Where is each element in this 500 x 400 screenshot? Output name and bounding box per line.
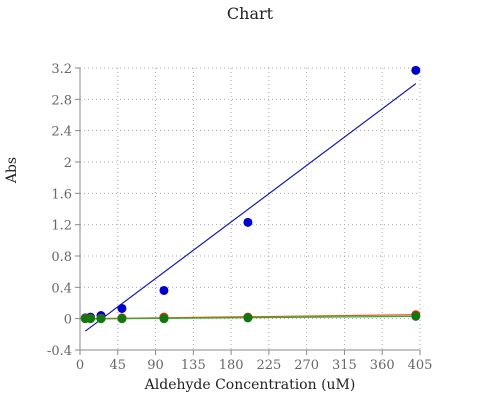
- x-tick-label: 270: [294, 358, 319, 373]
- data-point: [117, 303, 127, 313]
- data-point: [159, 314, 169, 324]
- trendlines: [84, 83, 417, 332]
- y-tick-label: 1.2: [51, 219, 72, 234]
- tick-labels: 0 45 90 135 180 225 270 315 360 405 -0.4 0 0.4 0.8 1.2…: [47, 62, 432, 373]
- data-point: [411, 311, 421, 321]
- data-point: [85, 314, 95, 324]
- x-tick-label: 405: [408, 358, 433, 373]
- chart-title: Chart: [226, 4, 274, 23]
- x-tick-label: 360: [370, 358, 395, 373]
- data-point: [159, 285, 169, 295]
- y-tick-label: 2.8: [51, 93, 72, 108]
- axes: [75, 67, 421, 355]
- y-tick-label: -0.4: [47, 344, 72, 359]
- x-tick-label: 180: [219, 358, 244, 373]
- data-point: [117, 314, 127, 324]
- x-tick-label: 45: [110, 358, 127, 373]
- y-tick-label: 0.4: [51, 281, 72, 296]
- x-tick-label: 315: [332, 358, 357, 373]
- y-tick-label: 2: [64, 156, 72, 171]
- data-point: [411, 65, 421, 75]
- data-point: [243, 217, 253, 227]
- data-point: [96, 314, 106, 324]
- y-tick-label: 0.8: [51, 250, 72, 265]
- y-tick-label: 0: [64, 313, 72, 328]
- x-axis-label: Aldehyde Concentration (uM): [144, 377, 356, 393]
- y-tick-label: 1.6: [51, 187, 72, 202]
- y-tick-label: 2.4: [51, 125, 72, 140]
- x-tick-label: 90: [147, 358, 164, 373]
- x-tick-label: 135: [181, 358, 206, 373]
- grid-lines: [80, 67, 421, 350]
- x-tick-label: 225: [256, 358, 281, 373]
- data-points: [80, 65, 421, 324]
- data-point: [243, 313, 253, 323]
- series-trendline: [84, 83, 417, 332]
- y-tick-label: 3.2: [51, 62, 72, 77]
- x-tick-label: 0: [76, 358, 84, 373]
